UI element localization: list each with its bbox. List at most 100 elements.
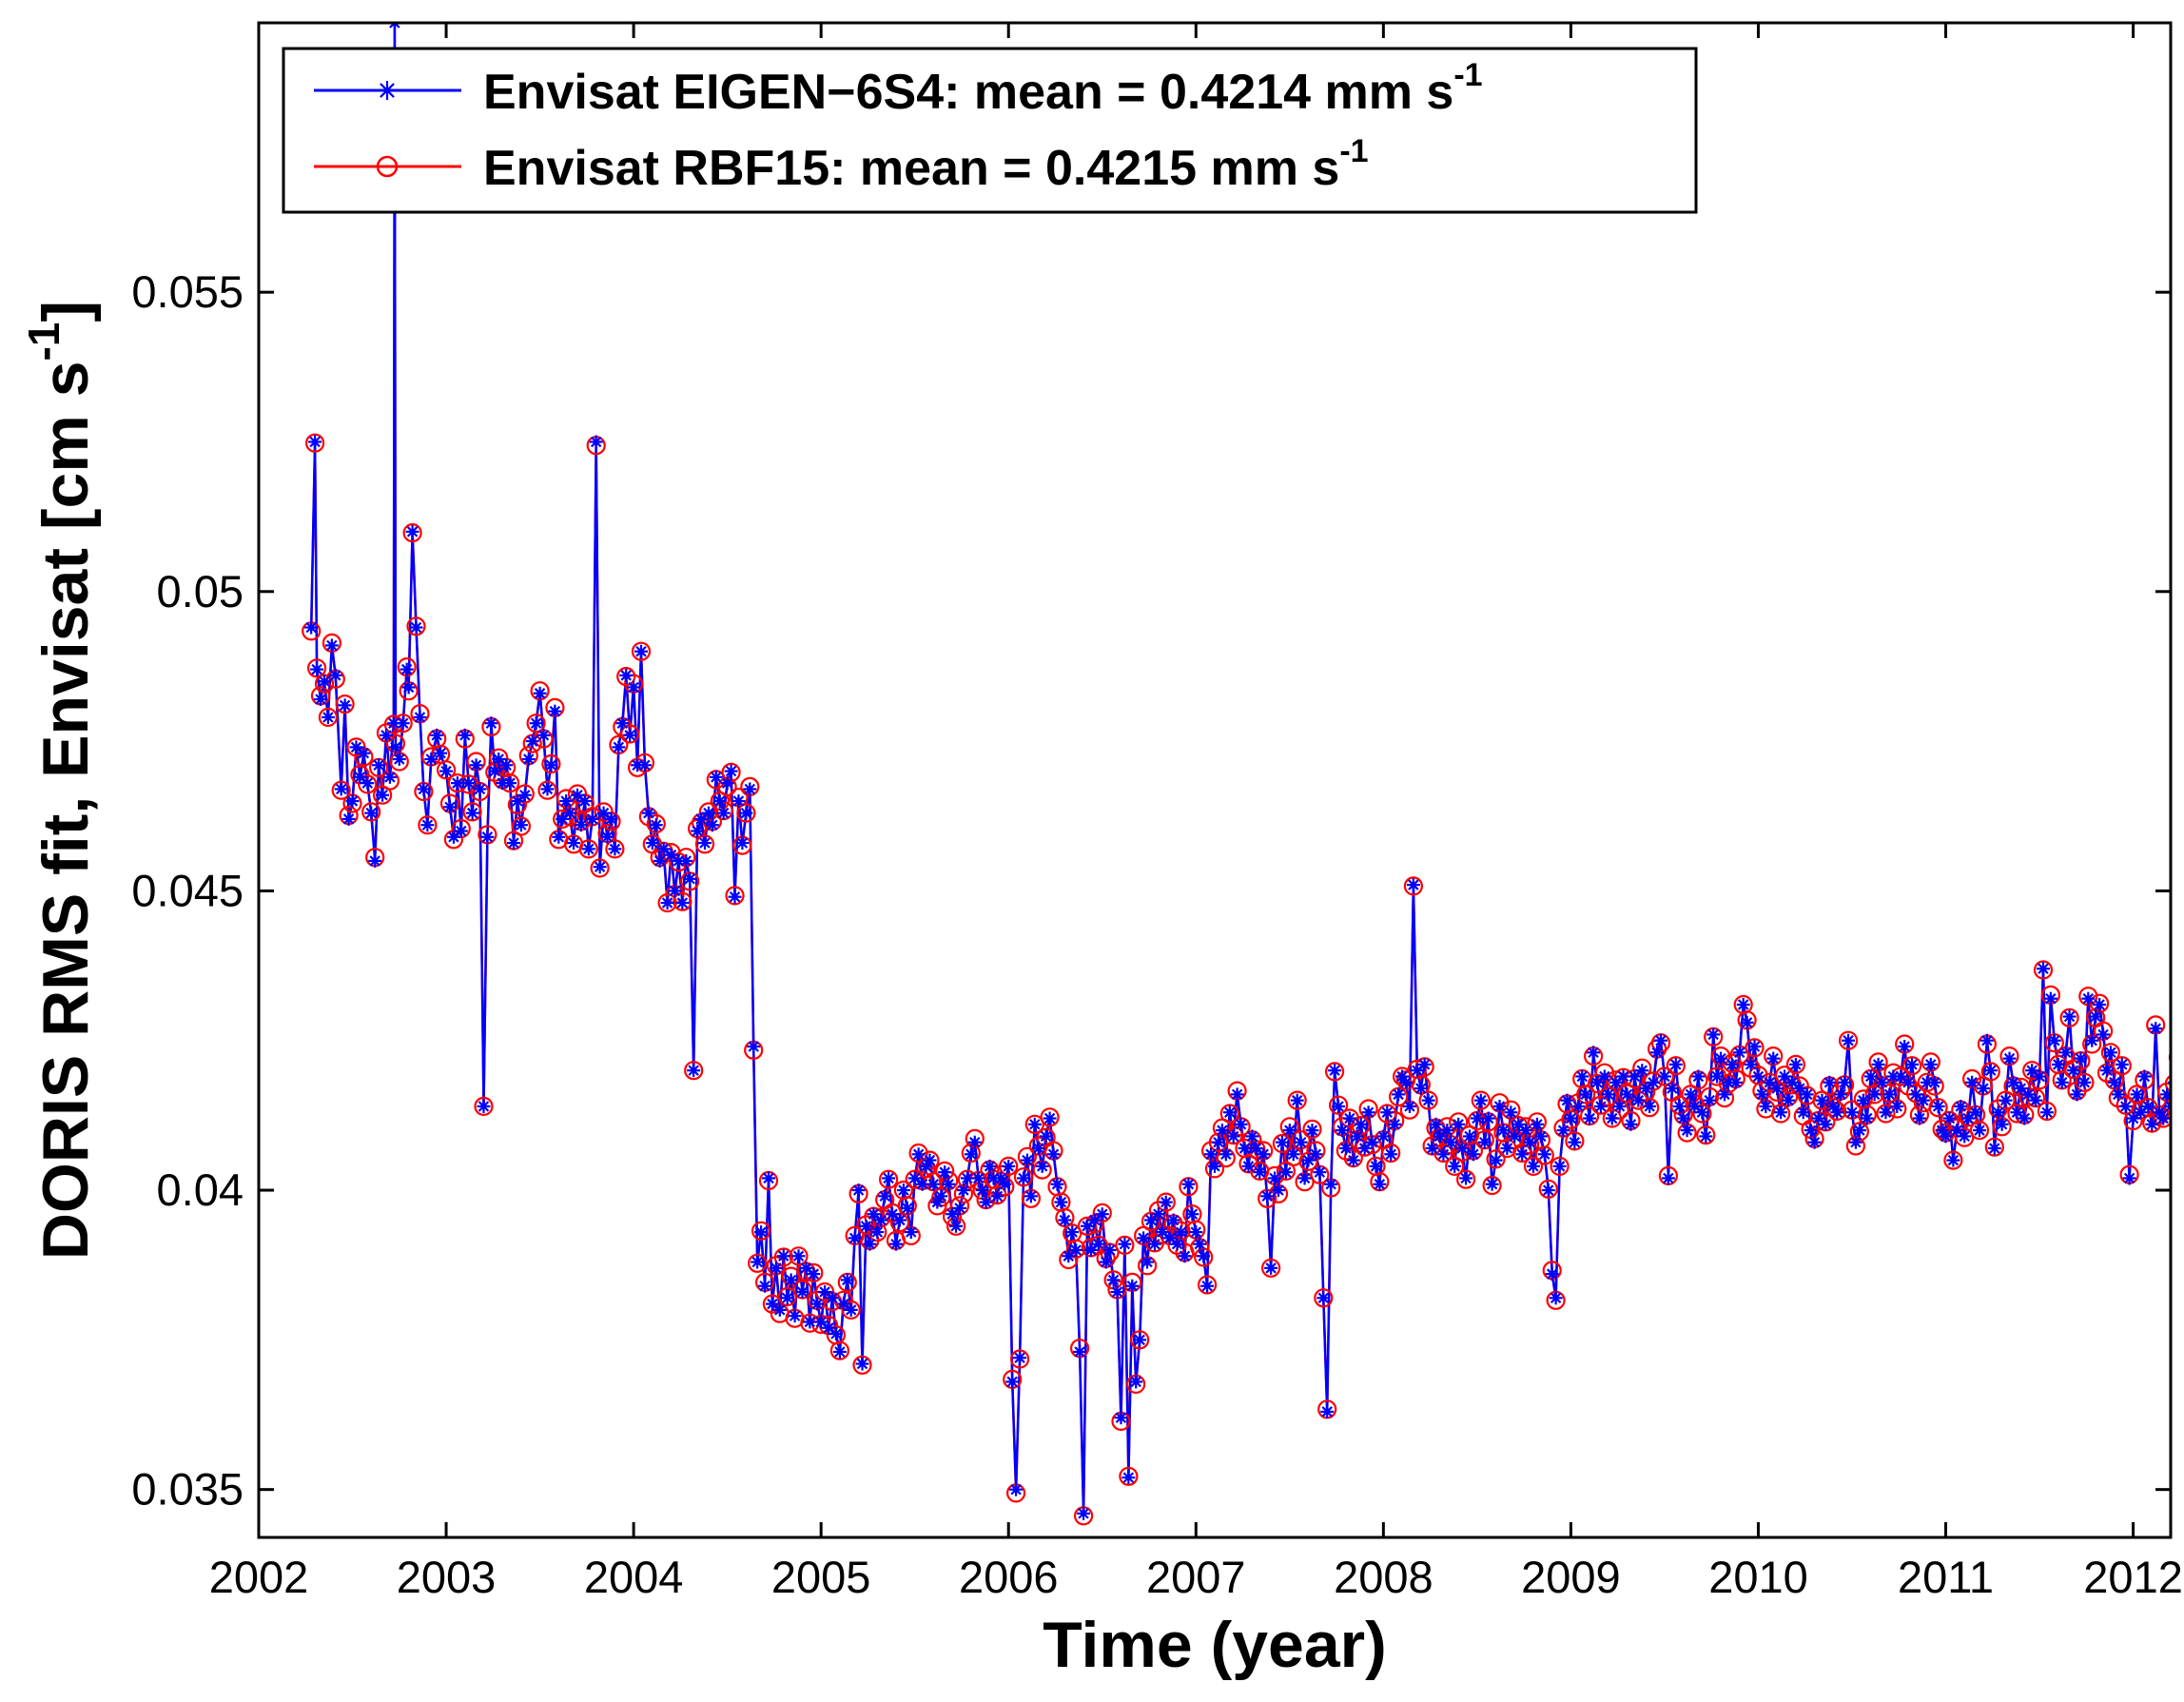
data-point-eigen	[799, 1261, 813, 1275]
data-point-rbf15	[2007, 1104, 2027, 1124]
data-point-eigen	[1005, 1375, 1020, 1389]
data-point-eigen	[1354, 1117, 1368, 1131]
data-point-eigen	[1687, 1099, 1702, 1113]
data-point-eigen	[938, 1165, 952, 1180]
x-tick-label: 2011	[1898, 1552, 1994, 1602]
data-point-eigen	[615, 716, 630, 731]
data-point-rbf15	[620, 724, 640, 744]
data-point-eigen	[780, 1291, 794, 1305]
legend-asterisk-eigen	[378, 81, 397, 100]
data-point-eigen	[1455, 1141, 1470, 1155]
data-point-eigen	[2006, 1075, 2020, 1089]
legend-entry-rbf15: Envisat RBF15: mean = 0.4215 mm s-1	[314, 133, 1369, 196]
data-point-eigen	[1661, 1171, 1675, 1185]
data-point-eigen	[2070, 1087, 2084, 1102]
data-point-eigen	[409, 620, 423, 635]
y-axis-title-sup: -1	[19, 323, 68, 362]
data-point-eigen	[851, 1184, 866, 1198]
data-point-eigen	[807, 1267, 821, 1281]
data-point-eigen	[1552, 1159, 1567, 1173]
data-point-eigen	[1564, 1111, 1578, 1125]
data-point-eigen	[499, 758, 514, 773]
data-point-eigen	[1744, 1057, 1758, 1071]
data-point-eigen	[1763, 1075, 1777, 1089]
data-point-eigen	[1867, 1087, 1882, 1102]
data-point-eigen	[1077, 1506, 1091, 1520]
data-point-rbf15	[1092, 1203, 1112, 1223]
data-point-eigen	[1668, 1057, 1683, 1071]
data-point-eigen	[1009, 1482, 1024, 1497]
data-point-eigen	[818, 1285, 832, 1300]
data-point-eigen	[2137, 1069, 2152, 1084]
data-point-eigen	[1062, 1249, 1076, 1263]
data-point-eigen	[1118, 1237, 1132, 1251]
data-point-rbf15	[2059, 1008, 2079, 1027]
data-point-eigen	[1609, 1075, 1623, 1089]
data-point-eigen	[1264, 1261, 1278, 1275]
y-tick-label: 0.04	[157, 1164, 244, 1215]
data-point-rbf15	[1955, 1127, 1975, 1147]
data-point-eigen	[392, 752, 406, 766]
data-point-eigen	[751, 1255, 765, 1269]
data-point-eigen	[2107, 1075, 2121, 1089]
data-point-rbf15	[541, 753, 561, 774]
data-point-eigen	[1166, 1213, 1180, 1227]
data-point-eigen	[2130, 1087, 2144, 1102]
data-point-rbf15	[2033, 960, 2054, 980]
data-point-eigen	[345, 794, 360, 809]
data-point-eigen	[1842, 1033, 1856, 1047]
data-point-eigen	[687, 1064, 701, 1078]
data-point-eigen	[1208, 1159, 1221, 1173]
data-point-eigen	[1399, 1075, 1413, 1089]
data-point-eigen	[645, 836, 659, 851]
data-point-eigen	[387, 23, 401, 29]
y-axis-title-main: DORIS RMS fit, Envisat [cm s	[29, 361, 102, 1260]
data-point-eigen	[1560, 1093, 1574, 1107]
data-point-eigen	[1316, 1291, 1331, 1305]
data-point-eigen	[1222, 1105, 1237, 1120]
data-point-eigen	[469, 758, 483, 773]
data-point-eigen	[1620, 1087, 1634, 1102]
data-point-eigen	[2126, 1111, 2140, 1125]
data-point-rbf15	[605, 839, 625, 859]
data-point-eigen	[1504, 1105, 1518, 1120]
data-point-eigen	[2047, 1033, 2061, 1047]
data-point-rbf15	[1745, 1038, 1765, 1058]
data-point-eigen	[1834, 1087, 1848, 1102]
legend-label-rbf15-sup: -1	[1339, 133, 1368, 169]
data-point-eigen	[1313, 1165, 1327, 1180]
data-point-eigen	[739, 806, 753, 820]
data-point-eigen	[1253, 1165, 1267, 1180]
data-point-eigen	[1823, 1075, 1837, 1089]
data-point-eigen	[803, 1315, 817, 1329]
data-point-eigen	[649, 818, 663, 832]
data-point-eigen	[1129, 1375, 1143, 1389]
data-point-eigen	[1973, 1124, 1986, 1138]
data-point-rbf15	[474, 1096, 494, 1117]
data-point-eigen	[731, 794, 746, 809]
data-point-rbf15	[1328, 1095, 1349, 1115]
data-point-eigen	[1414, 1082, 1428, 1096]
data-point-eigen	[2118, 1099, 2133, 1113]
x-tick-label: 2009	[1521, 1552, 1621, 1602]
data-point-eigen	[1597, 1069, 1611, 1084]
data-point-eigen	[754, 1225, 769, 1240]
data-point-eigen	[1448, 1159, 1462, 1173]
data-point-eigen	[368, 853, 382, 868]
data-point-eigen	[1081, 1219, 1094, 1233]
data-point-eigen	[1234, 1117, 1248, 1131]
data-point-eigen	[400, 662, 414, 676]
data-point-eigen	[627, 680, 641, 694]
data-point-eigen	[1365, 1135, 1379, 1149]
data-point-rbf15	[748, 1253, 768, 1273]
data-point-eigen	[1590, 1075, 1604, 1089]
data-point-eigen	[791, 1249, 806, 1263]
data-point-rbf15	[537, 780, 557, 800]
data-point-rbf15	[1024, 1114, 1044, 1134]
data-point-eigen	[1894, 1069, 1908, 1084]
data-point-eigen	[1342, 1111, 1356, 1125]
data-point-eigen	[822, 1321, 836, 1335]
data-point-eigen	[1804, 1124, 1818, 1138]
data-point-eigen	[889, 1237, 903, 1251]
data-point-eigen	[473, 782, 487, 796]
